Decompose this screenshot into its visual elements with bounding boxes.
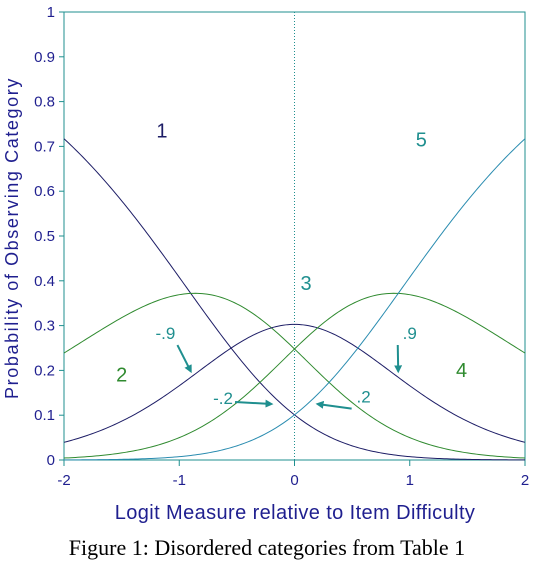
threshold-label: -.2 bbox=[213, 389, 233, 408]
y-tick-label: 0.9 bbox=[34, 49, 55, 66]
y-axis-label: Probability of Observing Category bbox=[2, 77, 22, 399]
x-tick-label: -1 bbox=[173, 472, 186, 489]
y-tick-label: 0 bbox=[47, 452, 55, 469]
y-tick-label: 0.7 bbox=[34, 138, 55, 155]
y-tick-label: 0.2 bbox=[34, 362, 55, 379]
x-tick-label: 1 bbox=[406, 472, 414, 489]
curve-label-5: 5 bbox=[416, 129, 427, 151]
figure-caption: Figure 1: Disordered categories from Tab… bbox=[0, 535, 534, 561]
y-tick-label: 0.8 bbox=[34, 94, 55, 111]
threshold-label: .9 bbox=[403, 324, 417, 343]
threshold-arrow bbox=[235, 402, 271, 404]
y-tick-label: 1 bbox=[47, 4, 55, 21]
curve-label-1: 1 bbox=[156, 120, 167, 142]
curve-label-4: 4 bbox=[456, 360, 467, 382]
plot-frame bbox=[64, 12, 525, 460]
plot-area: 0 0.1 0.2 0.3 0.4 0.5 0.6 0.7 0.8 0.9 1 -2 -1 0 1 2 1 2 3 4… bbox=[34, 4, 529, 489]
x-tick-label: 2 bbox=[521, 472, 529, 489]
y-tick-label: 0.6 bbox=[34, 183, 55, 200]
y-tick-label: 0.5 bbox=[34, 228, 55, 245]
x-tick-label: 0 bbox=[290, 472, 298, 489]
threshold-label: -.9 bbox=[155, 324, 175, 343]
curve-label-3: 3 bbox=[300, 273, 311, 295]
threshold-label: .2 bbox=[357, 388, 371, 407]
x-axis-label: Logit Measure relative to Item Difficult… bbox=[115, 502, 476, 524]
threshold-arrow bbox=[177, 345, 190, 371]
x-tick-label: -2 bbox=[57, 472, 70, 489]
y-tick-label: 0.3 bbox=[34, 318, 55, 335]
threshold-arrow bbox=[318, 404, 352, 409]
y-tick-label: 0.4 bbox=[34, 273, 55, 290]
y-tick-label: 0.1 bbox=[34, 407, 55, 424]
curve-label-2: 2 bbox=[116, 365, 127, 387]
